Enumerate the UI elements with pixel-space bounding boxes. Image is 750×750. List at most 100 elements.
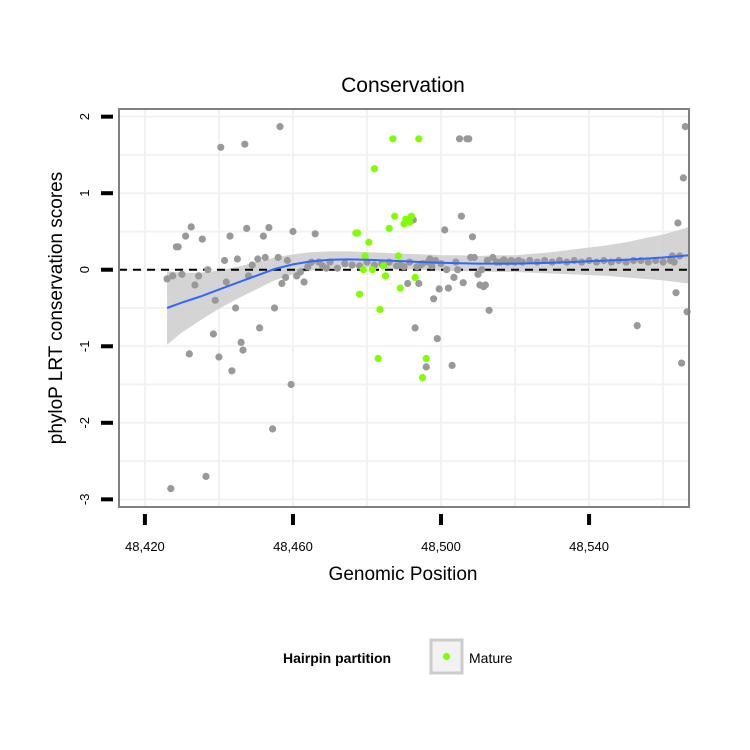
point-other <box>259 232 267 240</box>
point-other <box>450 273 458 281</box>
point-mature <box>359 266 367 274</box>
point-mature <box>380 262 388 270</box>
point-other <box>228 367 236 375</box>
point-other <box>185 350 193 358</box>
point-other <box>222 278 230 286</box>
point-mature <box>361 252 369 260</box>
point-other <box>217 143 225 151</box>
point-mature <box>389 135 397 143</box>
point-other <box>679 174 688 182</box>
point-other <box>592 258 601 266</box>
point-other <box>296 268 304 276</box>
point-other <box>644 258 652 266</box>
point-mature <box>365 238 373 246</box>
legend: Hairpin partition Mature <box>283 638 513 675</box>
point-other <box>178 270 186 278</box>
x-axis: 48,420 48,460 48,500 48,540 <box>125 514 609 554</box>
point-other <box>289 227 297 236</box>
point-other <box>220 256 229 265</box>
legend-title: Hairpin partition <box>283 650 391 666</box>
plot-panel-border <box>118 108 690 508</box>
point-other <box>248 261 256 269</box>
point-other <box>518 258 527 266</box>
point-other <box>187 223 195 231</box>
point-mature <box>411 273 419 281</box>
point-other <box>348 261 356 269</box>
point-mature <box>374 354 382 363</box>
point-other <box>195 272 203 280</box>
point-other <box>454 266 462 274</box>
point-other <box>233 255 241 263</box>
chart-title: Conservation <box>341 74 465 97</box>
point-other <box>261 253 269 262</box>
point-other <box>226 232 234 240</box>
point-other <box>237 338 245 346</box>
point-other <box>278 279 286 288</box>
point-other <box>283 256 291 265</box>
point-other <box>455 135 464 143</box>
point-other <box>465 135 473 143</box>
point-other <box>678 359 686 367</box>
point-other <box>239 346 247 354</box>
point-other <box>485 306 493 314</box>
y-axis: -3 -2 -1 0 1 2 <box>77 113 113 505</box>
point-other <box>629 256 638 265</box>
point-other <box>483 256 491 265</box>
point-other <box>169 272 177 280</box>
point-other <box>270 304 279 312</box>
point-other <box>333 264 341 272</box>
point-mature <box>376 305 384 314</box>
point-other <box>341 260 349 268</box>
point-mature <box>391 212 399 220</box>
point-other <box>209 330 217 338</box>
point-other <box>428 262 436 270</box>
point-mature <box>354 229 362 237</box>
point-other <box>681 123 689 131</box>
point-other <box>448 361 456 369</box>
point-mature <box>368 266 377 274</box>
point-other <box>633 322 641 330</box>
point-other <box>404 279 412 288</box>
point-other <box>433 335 441 343</box>
point-other <box>256 324 264 332</box>
point-other <box>163 275 171 283</box>
point-other <box>430 295 438 303</box>
point-other <box>265 224 273 232</box>
y-axis-title: phyloP LRT conservation scores <box>46 172 67 445</box>
y-tick-label: 0 <box>77 266 92 273</box>
point-mature <box>356 290 364 298</box>
point-other <box>422 363 430 371</box>
point-other <box>211 296 219 304</box>
point-other <box>254 255 262 263</box>
x-tick-label: 48,500 <box>421 539 461 554</box>
point-other <box>457 212 465 220</box>
point-other <box>274 253 282 262</box>
legend-key-mature-icon <box>442 652 451 661</box>
legend-label-mature: Mature <box>469 650 513 666</box>
point-mature <box>381 272 390 280</box>
point-mature <box>394 252 402 260</box>
point-other <box>441 226 449 234</box>
point-other <box>276 123 284 131</box>
confidence-band <box>167 226 690 345</box>
point-other <box>174 243 182 251</box>
point-other <box>167 485 175 493</box>
point-mature <box>415 135 423 143</box>
point-mature <box>407 212 415 220</box>
point-other <box>215 353 223 361</box>
x-axis-title: Genomic Position <box>329 564 478 585</box>
point-mature <box>406 218 414 226</box>
point-other <box>191 281 199 289</box>
point-other <box>411 324 419 332</box>
y-tick-label: 1 <box>77 190 92 197</box>
point-other <box>415 279 423 288</box>
point-mature <box>385 224 393 232</box>
point-mature <box>370 165 378 173</box>
point-other <box>322 264 330 272</box>
x-tick-label: 48,420 <box>125 539 165 554</box>
point-other <box>468 233 477 241</box>
point-other <box>672 289 680 297</box>
point-other <box>241 140 249 148</box>
smooth-line-layer <box>166 254 690 309</box>
point-other <box>243 224 251 232</box>
